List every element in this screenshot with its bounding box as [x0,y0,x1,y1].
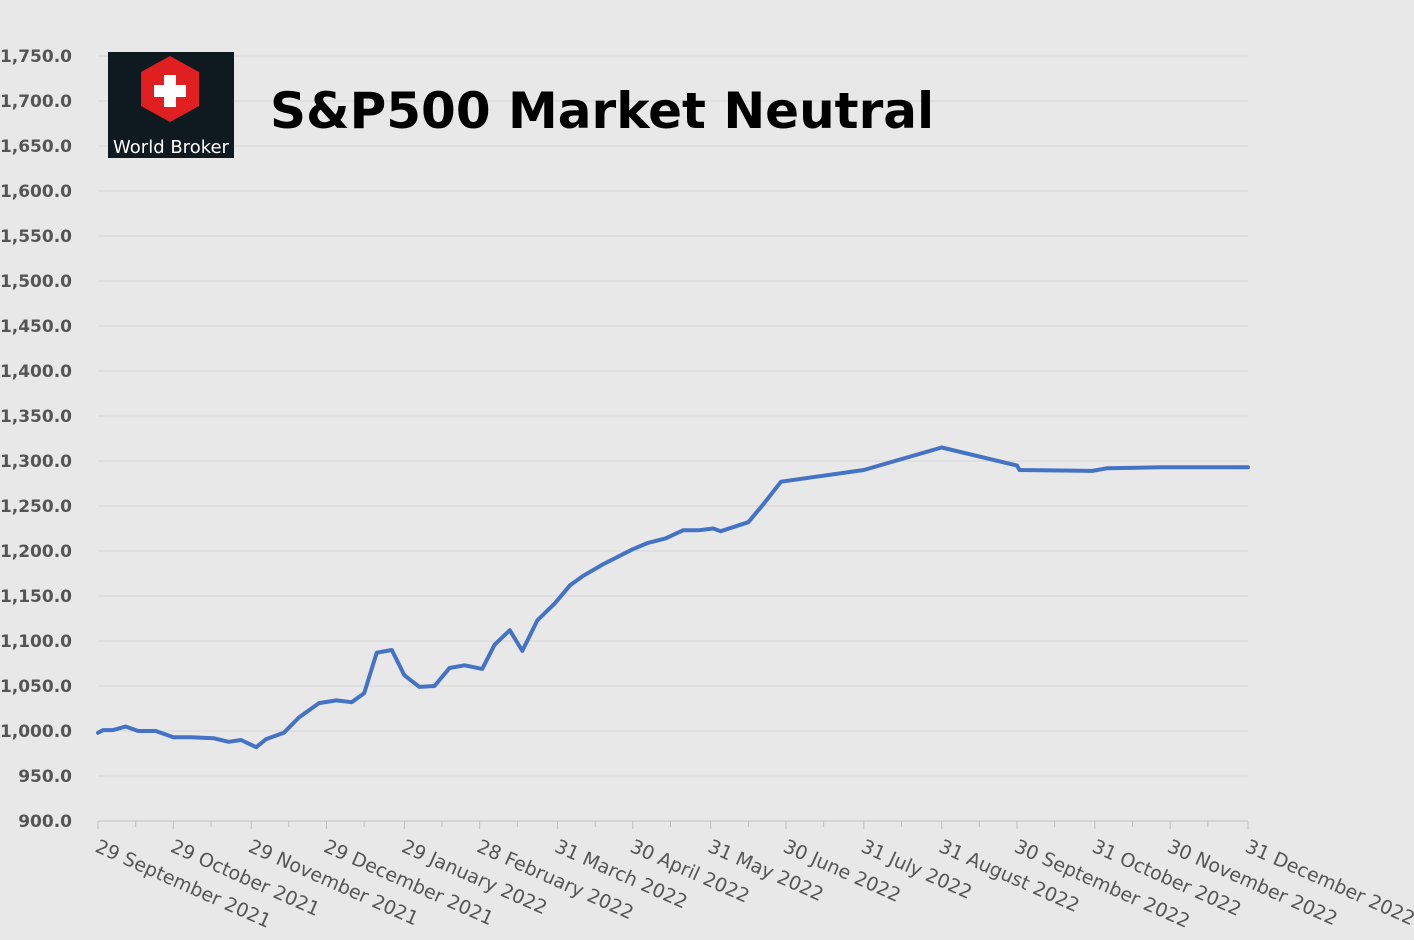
y-axis: 900.0 950.0 1,000.0 1,050.0 1,100.0 1,150.0 1,… [0,47,72,832]
y-tick-label: 1,350.0 [0,407,72,427]
y-tick-label: 1,700.0 [0,92,72,112]
y-tick-label: 1,550.0 [0,227,72,247]
gridlines [98,55,1248,822]
chart-title: S&P500 Market Neutral [270,82,934,140]
y-tick-label: 1,100.0 [0,632,72,652]
y-tick-label: 1,600.0 [0,182,72,202]
logo-text: World Broker [113,137,230,158]
y-tick-label: 950.0 [18,767,72,787]
y-tick-label: 1,450.0 [0,317,72,337]
y-tick-label: 1,400.0 [0,362,72,382]
series-line [96,445,1250,750]
y-tick-label: 1,750.0 [0,47,72,67]
y-tick-label: 900.0 [18,812,72,832]
y-tick-label: 1,150.0 [0,587,72,607]
y-tick-label: 1,250.0 [0,497,72,517]
series-layer [96,445,1250,750]
y-tick-label: 1,050.0 [0,677,72,697]
y-tick-label: 1,500.0 [0,272,72,292]
y-tick-label: 1,650.0 [0,137,72,157]
y-tick-label: 1,200.0 [0,542,72,562]
y-tick-label: 1,300.0 [0,452,72,472]
swiss-cross-hexagon-icon [141,56,199,122]
y-tick-label: 1,000.0 [0,722,72,742]
world-broker-logo: World Broker [108,52,234,158]
